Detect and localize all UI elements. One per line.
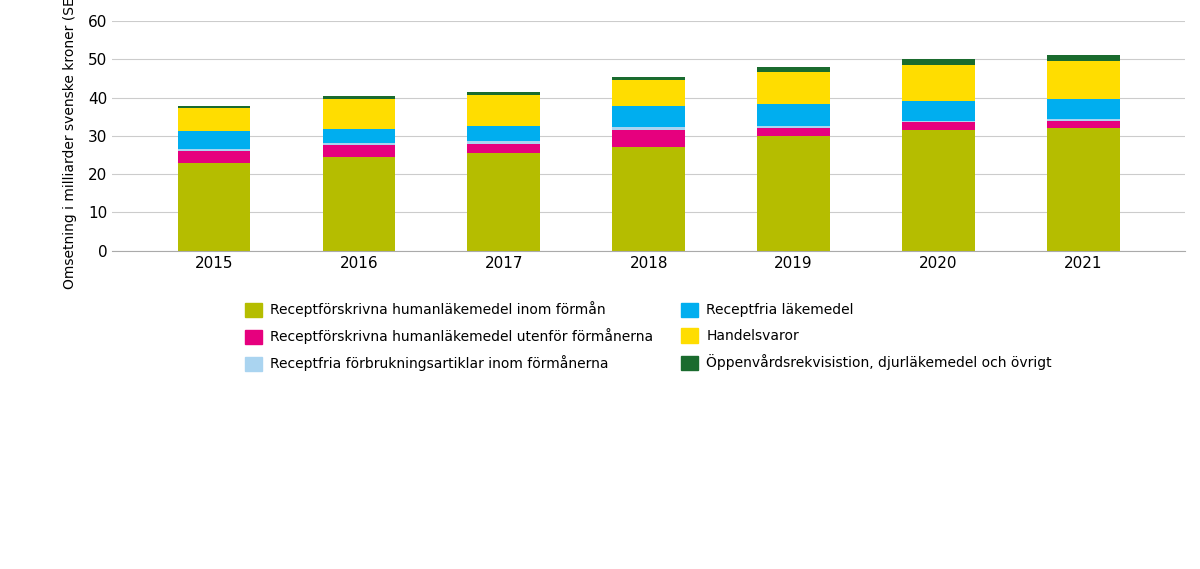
Bar: [1048, 121, 1120, 128]
Y-axis label: Omsetning i milliarder svenske kroner (SEK): Omsetning i milliarder svenske kroner (S…: [64, 0, 77, 289]
Bar: [902, 65, 974, 101]
Bar: [468, 153, 540, 251]
Bar: [323, 129, 395, 143]
Bar: [612, 130, 685, 147]
Bar: [178, 151, 250, 163]
Bar: [1048, 100, 1120, 119]
Legend: Receptförskrivna humanläkemedel inom förmån, Receptförskrivna humanläkemedel ute: Receptförskrivna humanläkemedel inom för…: [239, 294, 1058, 378]
Bar: [757, 72, 830, 105]
Bar: [1048, 119, 1120, 121]
Bar: [1048, 128, 1120, 251]
Bar: [323, 157, 395, 251]
Bar: [178, 108, 250, 131]
Bar: [902, 121, 974, 122]
Bar: [757, 128, 830, 136]
Bar: [323, 99, 395, 129]
Bar: [902, 122, 974, 130]
Bar: [757, 126, 830, 128]
Bar: [178, 106, 250, 108]
Bar: [1048, 61, 1120, 100]
Bar: [178, 131, 250, 149]
Bar: [468, 126, 540, 141]
Bar: [468, 95, 540, 126]
Bar: [323, 143, 395, 146]
Bar: [902, 130, 974, 251]
Bar: [323, 96, 395, 99]
Bar: [757, 136, 830, 251]
Bar: [757, 105, 830, 126]
Bar: [612, 127, 685, 130]
Bar: [612, 147, 685, 251]
Bar: [468, 143, 540, 153]
Bar: [757, 67, 830, 72]
Bar: [468, 141, 540, 143]
Bar: [612, 106, 685, 127]
Bar: [1048, 55, 1120, 61]
Bar: [612, 76, 685, 80]
Bar: [468, 92, 540, 95]
Bar: [323, 146, 395, 157]
Bar: [902, 101, 974, 121]
Bar: [612, 80, 685, 106]
Bar: [178, 149, 250, 151]
Bar: [902, 59, 974, 65]
Bar: [178, 163, 250, 251]
